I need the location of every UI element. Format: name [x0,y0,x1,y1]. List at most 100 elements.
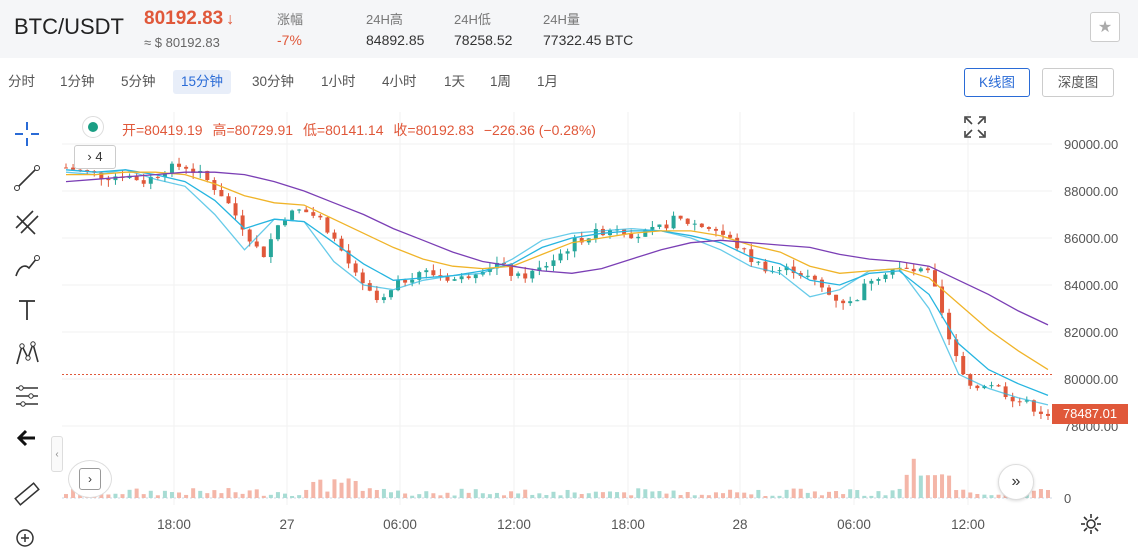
candle-body [311,212,316,216]
pattern-tool[interactable] [9,338,45,370]
candle-body [240,215,245,230]
candle-body [459,276,464,280]
fib-tool[interactable] [9,380,45,412]
volume-bar [424,491,429,498]
volume-bar [530,494,535,498]
volume-bar [169,492,174,498]
tab-interval-1[interactable]: 1分钟 [60,74,95,89]
tab-interval-7[interactable]: 1天 [444,74,466,89]
ohlc-legend: 开=80419.19 高=80729.91 低=80141.14 收=80192… [122,120,602,140]
candle-body [268,239,273,258]
candle-body [254,241,259,247]
indicator-toggle-button[interactable]: › 4 [74,145,116,169]
volume-bar [297,495,302,498]
candle-body [1003,386,1008,398]
volume-bar [177,492,182,498]
volume-bar [586,493,591,498]
candle-body [304,209,309,213]
volume-bar [148,490,153,498]
candle-body [374,290,379,301]
volume-bar [989,495,994,498]
volume-bar [975,493,980,498]
candle-body [996,385,1001,387]
volume-bar [233,492,238,498]
low-label: 24H低 [454,12,491,27]
candle-body [530,270,535,279]
scroll-to-latest-button[interactable]: » [998,464,1034,500]
volume-bar [579,494,584,498]
candle-body [1010,397,1015,402]
channel-tool[interactable] [9,206,45,238]
ohlc-close: 收=80192.83 [393,122,474,138]
candle-body [636,236,641,239]
toolbar-collapse-button[interactable]: ‹ [51,436,63,472]
candle-body [452,279,457,281]
ruler-icon [14,482,40,506]
text-tool[interactable] [9,294,45,326]
crosshair-tool[interactable] [9,118,45,150]
candle-body [177,163,182,167]
fullscreen-icon[interactable] [962,114,988,140]
last-price: 80192.83 ↓ [144,8,235,29]
candle-body [572,238,577,252]
tab-interval-6[interactable]: 4小时 [382,74,417,89]
candle-body [247,229,252,242]
volume-bar [982,494,987,498]
back-tool[interactable] [9,422,45,454]
header-bar: BTC/USDT 80192.83 ↓ ≈ $ 80192.83 涨幅 -7% 2… [0,0,1138,58]
volume-bar [925,475,930,498]
candle-body [883,274,888,279]
tab-interval-0[interactable]: 分时 [8,74,35,89]
volume-bar [162,490,167,498]
candle-body [763,261,768,272]
volume-bar [283,493,288,498]
visibility-toggle-button[interactable] [82,116,104,138]
candle-body [261,246,266,258]
tab-interval-4[interactable]: 30分钟 [252,74,295,89]
line-tool[interactable] [9,162,45,194]
candle-body [869,280,874,284]
candle-body [466,276,471,279]
indicator-panel-button[interactable]: › [68,460,112,498]
volume-bar [360,490,365,498]
volume-bar [219,493,224,498]
candle-body [777,270,782,272]
tab-interval-9[interactable]: 1月 [537,74,559,89]
volume-bar [777,495,782,498]
volume-bar [198,490,203,498]
volume-bar [410,495,415,498]
tab-interval-2[interactable]: 5分钟 [121,74,156,89]
candle-body [212,180,217,190]
candle-body [975,385,980,389]
tab-interval-5[interactable]: 1小时 [321,74,356,89]
candle-body [664,224,669,229]
volume-bar [756,489,761,498]
candle-body [537,267,542,271]
ohlc-open: 开=80419.19 [122,122,203,138]
tab-interval-3[interactable]: 15分钟 [173,70,232,94]
volume-bar [940,474,945,498]
candle-body [855,300,860,302]
volume-bar [551,491,556,498]
kline-view-button[interactable]: K线图 [964,68,1030,97]
candle-body [381,297,386,301]
price-axis-label: 84000.00 [1064,278,1118,293]
chevron-right-icon: › [79,468,101,490]
indicator-count: 4 [95,149,103,164]
candle-body [396,280,401,291]
price-axis-label: 80000.00 [1064,372,1118,387]
volume-bar [537,493,542,498]
candle-body [1046,413,1050,416]
ruler-tool[interactable] [9,478,45,510]
settings-gear-icon[interactable] [1080,513,1102,535]
fib-icon [16,385,38,407]
candle-body [318,215,323,218]
brush-tool[interactable] [9,250,45,282]
depth-view-button[interactable]: 深度图 [1042,68,1114,97]
volume-bar [268,494,273,498]
price-down-arrow-icon: ↓ [226,11,235,28]
favorite-button[interactable]: ★ [1090,12,1120,42]
candle-body [826,287,831,295]
tab-interval-8[interactable]: 1周 [490,74,512,89]
